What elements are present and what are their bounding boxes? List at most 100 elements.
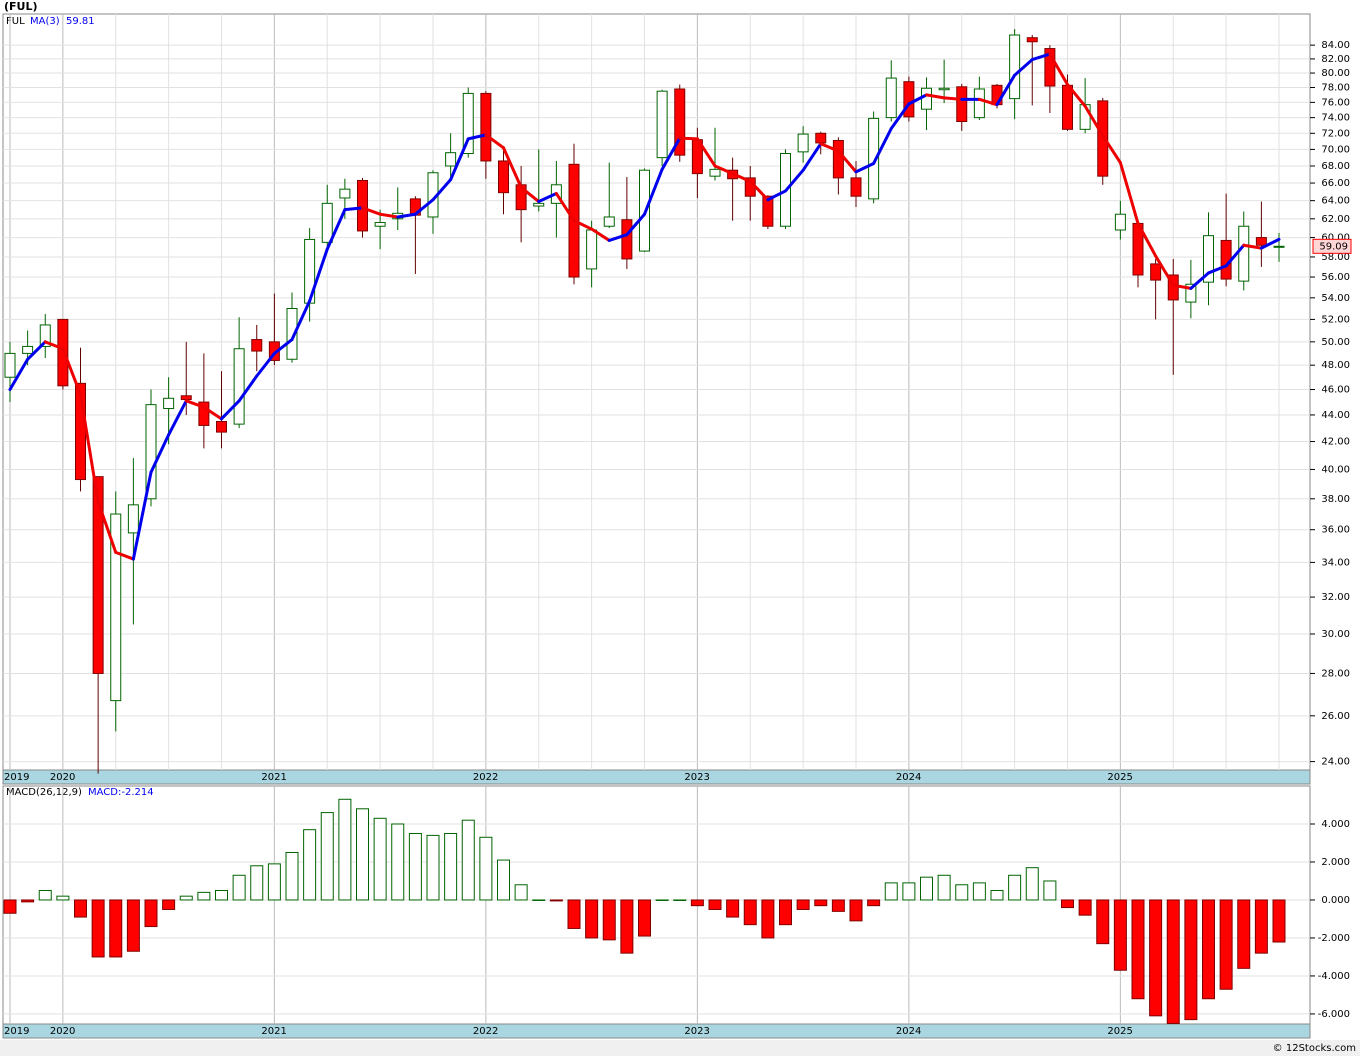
ma-segment — [255, 351, 276, 378]
macd-bar — [673, 899, 687, 901]
macd-bar — [109, 899, 123, 958]
x-tick-label: 2025 — [1107, 1026, 1132, 1037]
ma-segment — [484, 133, 505, 150]
macd-bar — [972, 882, 986, 901]
candle-body — [110, 513, 122, 702]
macd-bar — [1149, 899, 1163, 1017]
ma-segment — [220, 399, 241, 421]
ma-segment — [625, 212, 646, 237]
macd-bar — [38, 889, 52, 901]
x-tick-label: 2023 — [684, 1026, 709, 1037]
macd-bar — [532, 899, 546, 901]
y-tick-label: 34.00 — [1321, 557, 1350, 568]
candle-body — [586, 229, 598, 270]
macd-bar — [796, 899, 810, 910]
macd-bar — [408, 832, 422, 901]
ma-segment — [607, 233, 629, 242]
y-tick-label: 40.00 — [1321, 464, 1350, 475]
macd-bar — [1078, 899, 1092, 916]
ma-segment — [378, 212, 400, 219]
ma-segment — [149, 433, 171, 474]
x-tick-label: 2025 — [1107, 772, 1132, 783]
y-tick-label: 78.00 — [1321, 83, 1350, 94]
ma-segment — [1224, 243, 1246, 268]
macd-bar — [338, 798, 352, 901]
ma-segment — [889, 102, 911, 131]
ma-segment — [431, 178, 453, 202]
ma-segment — [237, 374, 259, 403]
y-tick-label: 2.000 — [1321, 857, 1350, 868]
chart-title: (FUL) — [4, 0, 38, 13]
macd-bar — [567, 899, 581, 929]
macd-bar — [144, 899, 158, 928]
candle-body — [462, 92, 474, 155]
candle-body — [1026, 37, 1038, 43]
macd-bar — [1237, 899, 1251, 969]
candle-body — [39, 324, 51, 347]
ma-segment — [502, 146, 523, 189]
macd-bar — [1166, 899, 1180, 1024]
ma-segment — [925, 93, 946, 100]
candle-body — [709, 168, 721, 177]
y-tick-label: 62.00 — [1321, 214, 1350, 225]
macd-bar — [902, 882, 916, 901]
y-tick-label: 82.00 — [1321, 54, 1350, 65]
macd-bar — [179, 895, 193, 901]
macd-bar — [620, 899, 634, 954]
macd-bar — [461, 819, 475, 901]
y-tick-label: -6.000 — [1318, 1009, 1350, 1020]
y-tick-label: 70.00 — [1321, 144, 1350, 155]
macd-bar — [215, 889, 228, 901]
ma-segment — [184, 399, 206, 409]
x-tick-label: 2019 — [4, 772, 29, 783]
ma-segment — [1154, 254, 1175, 287]
y-tick-label: 80.00 — [1321, 68, 1350, 79]
ma-segment — [61, 347, 82, 397]
macd-bar — [761, 899, 775, 939]
macd-bar — [937, 874, 951, 901]
y-tick-label: 50.00 — [1321, 337, 1350, 348]
macd-bar — [1061, 899, 1074, 909]
macd-prefix: MACD: — [88, 787, 121, 798]
ma-segment — [1101, 134, 1122, 165]
ma-segment — [836, 149, 858, 174]
candle-body — [251, 339, 263, 352]
candle-body — [374, 222, 386, 227]
macd-bar — [444, 832, 458, 901]
ma-segment — [1171, 283, 1193, 290]
candle-body — [1044, 48, 1056, 87]
macd-bar — [849, 899, 863, 922]
ma-segment — [819, 142, 840, 153]
ma-segment — [977, 97, 999, 107]
macd-bar — [373, 817, 387, 901]
candle-body — [198, 401, 210, 426]
macd-bar — [884, 882, 898, 901]
macd-bar — [479, 836, 493, 901]
y-tick-label: 60.00 — [1321, 233, 1350, 244]
y-tick-label: 24.00 — [1321, 757, 1350, 768]
macd-bar — [514, 884, 528, 901]
y-tick-label: 76.00 — [1321, 97, 1350, 108]
macd-panel — [2, 785, 1311, 1025]
ma-segment — [308, 247, 329, 303]
macd-bar — [1219, 899, 1233, 990]
macd-bar — [320, 812, 334, 901]
price-panel — [2, 13, 1311, 771]
x-tick-label: 2024 — [896, 772, 921, 783]
ma-segment — [1083, 104, 1105, 138]
macd-bar — [1254, 899, 1268, 954]
candle-body — [797, 133, 809, 153]
macd-bar — [497, 859, 510, 901]
candle-body — [1273, 245, 1285, 248]
ma-segment — [748, 179, 770, 202]
candle-body — [339, 188, 351, 199]
last-price-label: 59.09 — [1319, 241, 1348, 252]
ma-segment — [1136, 221, 1158, 258]
y-tick-label: 28.00 — [1321, 668, 1350, 679]
candle-body — [973, 88, 985, 119]
macd-bar — [162, 899, 176, 910]
candle-body — [480, 92, 492, 162]
candle-body — [533, 202, 545, 207]
macd-bar — [867, 899, 881, 907]
